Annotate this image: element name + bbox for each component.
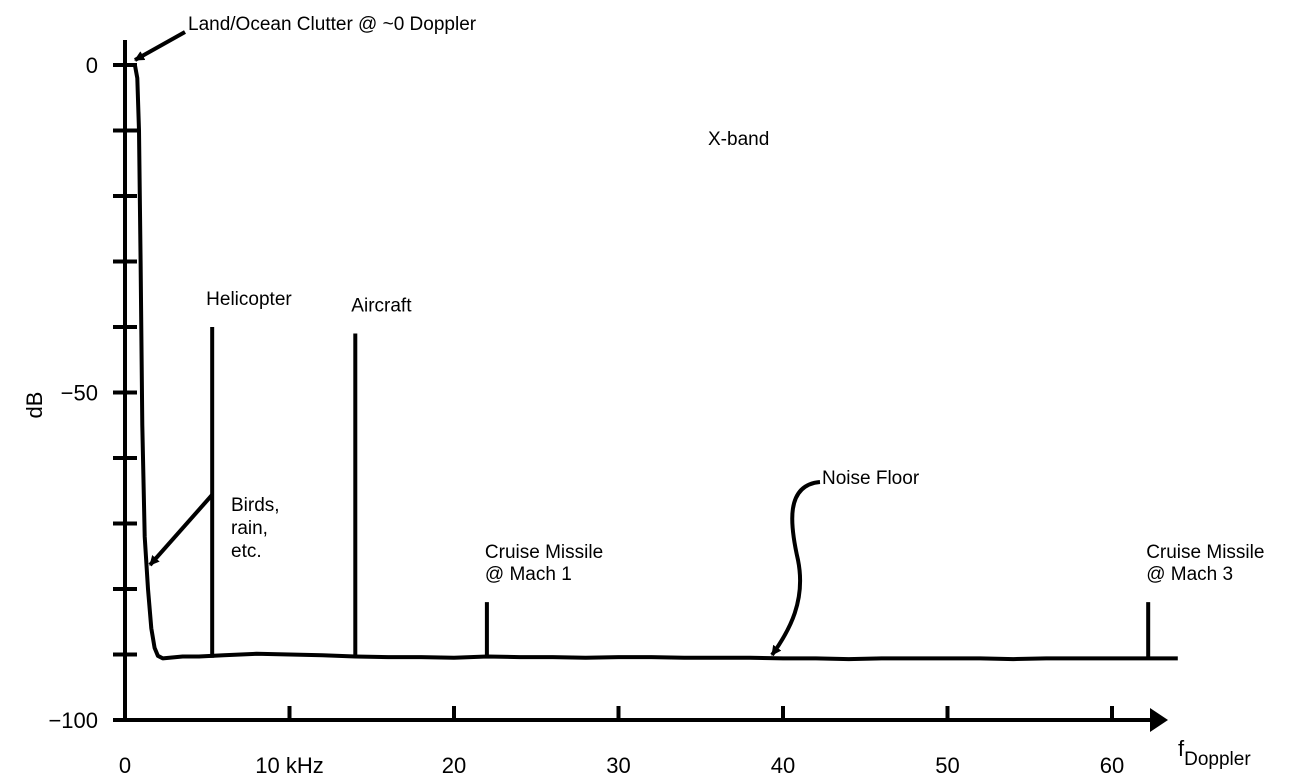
birds-rain-line-3: etc. xyxy=(231,541,262,562)
birds-rain-arrow xyxy=(148,493,214,567)
target-label: Cruise Missile xyxy=(485,542,603,563)
noise-floor-label: Noise Floor xyxy=(822,468,920,489)
target-label: @ Mach 1 xyxy=(485,564,572,585)
y-axis-label: dB xyxy=(22,392,47,419)
target-label: Aircraft xyxy=(351,296,412,317)
x-axis-arrowhead xyxy=(1150,708,1168,732)
target-label: Cruise Missile xyxy=(1146,542,1264,563)
clutter-noise-floor-line xyxy=(125,63,1178,662)
x-tick-label: 10 kHz xyxy=(255,753,323,778)
target-label: @ Mach 3 xyxy=(1146,564,1233,585)
x-axis-label-main: f xyxy=(1178,736,1185,761)
land-ocean-clutter-arrow xyxy=(134,30,186,62)
x-tick-label: 0 xyxy=(119,753,131,778)
land-ocean-clutter-label: Land/Ocean Clutter @ ~0 Doppler xyxy=(188,14,477,35)
birds-rain-line-1: Birds, xyxy=(231,495,280,516)
x-tick-label: 60 xyxy=(1100,753,1124,778)
x-axis-label-sub: Doppler xyxy=(1184,749,1251,770)
x-tick-label: 50 xyxy=(935,753,959,778)
x-tick-label: 20 xyxy=(442,753,466,778)
target-label: Helicopter xyxy=(206,289,292,310)
y-tick-label: 0 xyxy=(86,53,98,78)
x-tick-label: 30 xyxy=(606,753,630,778)
y-tick-label: −50 xyxy=(61,381,98,406)
noise-floor-arrow xyxy=(770,480,821,657)
x-tick-label: 40 xyxy=(771,753,795,778)
birds-rain-line-2: rain, xyxy=(231,518,268,539)
birds-rain-label: Birds, rain, etc. xyxy=(231,495,285,562)
x-axis-ticks: 0 10 kHz 20 30 40 50 60 xyxy=(119,706,1124,778)
y-axis-ticks: 0 −50 −100 xyxy=(48,53,137,733)
chart-title: X-band xyxy=(708,129,769,150)
x-axis-label: fDoppler xyxy=(1178,736,1251,770)
y-tick-label: −100 xyxy=(48,708,98,733)
